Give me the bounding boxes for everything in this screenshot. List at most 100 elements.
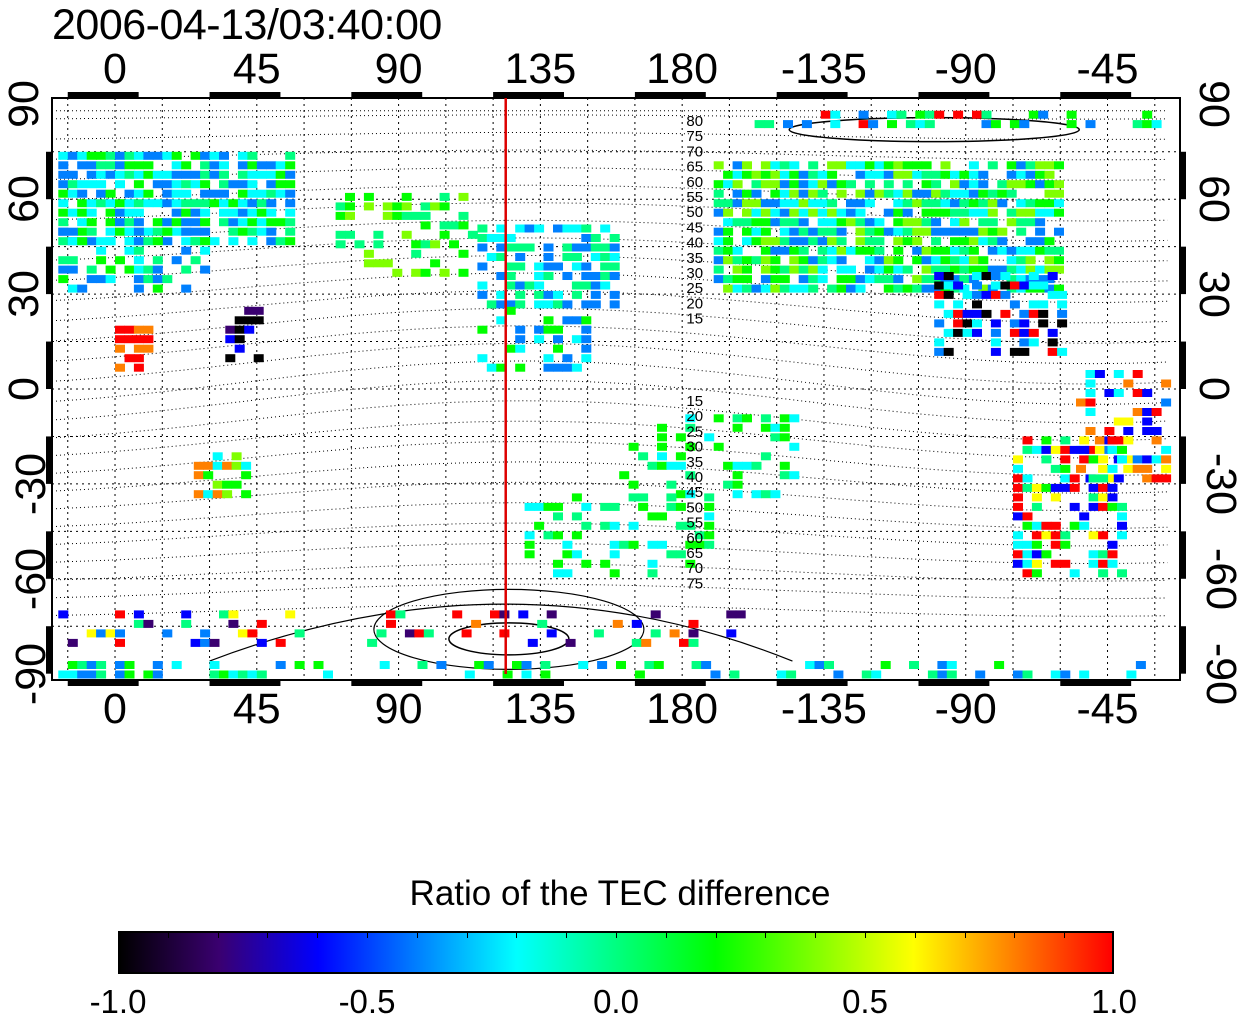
tec-patch	[846, 199, 856, 208]
tec-patch	[1107, 550, 1118, 559]
tec-patch	[1054, 265, 1064, 274]
contour-label: 45	[686, 219, 703, 236]
tec-patch	[902, 227, 913, 236]
tec-patch	[543, 502, 554, 511]
tec-patch	[1025, 199, 1036, 208]
contour-label: 75	[686, 575, 703, 592]
tec-patch	[1060, 540, 1071, 549]
tec-patch	[209, 170, 220, 179]
tec-patch	[234, 335, 245, 344]
tec-patch	[688, 638, 699, 647]
tec-patch	[96, 661, 107, 669]
tec-patch	[1132, 455, 1143, 464]
tec-patch	[1104, 427, 1115, 435]
tec-patch	[921, 246, 932, 255]
tec-patch	[1047, 347, 1058, 356]
tec-patch	[58, 275, 69, 284]
tec-patch	[496, 272, 507, 280]
tec-patch	[946, 661, 957, 669]
tec-patch	[86, 199, 97, 208]
tec-patch	[323, 670, 333, 679]
tec-patch	[1060, 670, 1071, 679]
tec-patch	[578, 661, 589, 669]
tec-patch	[1123, 436, 1134, 445]
tec-patch	[883, 275, 894, 284]
tec-patch	[1079, 512, 1090, 521]
tec-patch	[647, 512, 658, 521]
tec-patch	[742, 189, 752, 198]
tec-patch	[228, 670, 239, 679]
tec-patch	[181, 218, 192, 227]
tec-patch	[1123, 464, 1134, 473]
tec-patch	[978, 218, 989, 227]
tec-patch	[874, 218, 885, 227]
tec-patch	[883, 161, 894, 170]
tec-patch	[515, 262, 526, 271]
tec-patch	[619, 540, 630, 549]
tec-patch	[1132, 370, 1143, 378]
tec-patch	[921, 284, 932, 293]
tec-patch	[133, 363, 144, 372]
tec-patch	[1088, 455, 1099, 464]
tec-patch	[143, 275, 154, 284]
tec-patch	[789, 227, 800, 236]
top-tick-label: 0	[103, 45, 127, 93]
bottom-tick-label: -90	[934, 685, 997, 733]
tec-patch	[392, 202, 403, 211]
tec-patch	[571, 316, 582, 325]
tec-patch	[133, 237, 144, 246]
tec-patch	[846, 275, 856, 284]
tec-patch	[1009, 328, 1020, 337]
tec-patch	[1006, 180, 1017, 189]
tec-patch	[950, 189, 960, 198]
tec-patch	[675, 550, 686, 559]
tec-patch	[200, 170, 211, 179]
tec-patch	[546, 610, 557, 619]
tec-patch	[1041, 483, 1052, 492]
tec-patch	[704, 512, 715, 521]
tec-patch	[830, 110, 841, 119]
tec-patch	[190, 199, 201, 208]
tec-patch	[836, 161, 847, 170]
tec-patch	[115, 161, 125, 170]
tec-patch	[789, 199, 800, 208]
tec-patch	[247, 227, 258, 236]
tec-patch	[713, 442, 724, 451]
tec-patch	[86, 180, 97, 189]
tec-patch	[228, 180, 239, 189]
tec-patch	[363, 249, 374, 258]
tec-patch	[571, 224, 582, 233]
tec-patch	[571, 335, 582, 344]
tec-patch	[990, 347, 1001, 356]
tec-patch	[1060, 483, 1071, 492]
tec-patch	[401, 230, 412, 239]
tec-patch	[789, 218, 800, 227]
tec-patch	[420, 268, 431, 277]
tec-patch	[96, 629, 107, 638]
tec-patch	[266, 180, 277, 189]
tec-patch	[581, 354, 592, 363]
tec-patch	[836, 218, 847, 227]
tec-patch	[115, 180, 125, 189]
tec-patch	[200, 189, 211, 198]
tec-patch	[1016, 218, 1027, 227]
tec-patch	[181, 284, 192, 293]
tec-patch	[256, 638, 267, 647]
tec-patch	[1019, 347, 1030, 356]
tec-patch	[105, 218, 116, 227]
tec-patch	[515, 224, 526, 233]
tec-patch	[978, 180, 989, 189]
tec-patch	[657, 442, 667, 451]
tec-patch	[1085, 120, 1096, 129]
tec-patch	[713, 199, 724, 208]
tec-patch	[861, 670, 872, 679]
tec-patch	[779, 461, 790, 470]
tec-patch	[1088, 531, 1099, 540]
tec-patch	[1151, 455, 1162, 464]
tec-patch	[1054, 208, 1064, 217]
tec-patch	[562, 354, 573, 363]
tec-patch	[959, 246, 970, 255]
tec-patch	[729, 670, 740, 679]
tec-patch	[1044, 161, 1055, 170]
tec-patch	[401, 192, 412, 201]
